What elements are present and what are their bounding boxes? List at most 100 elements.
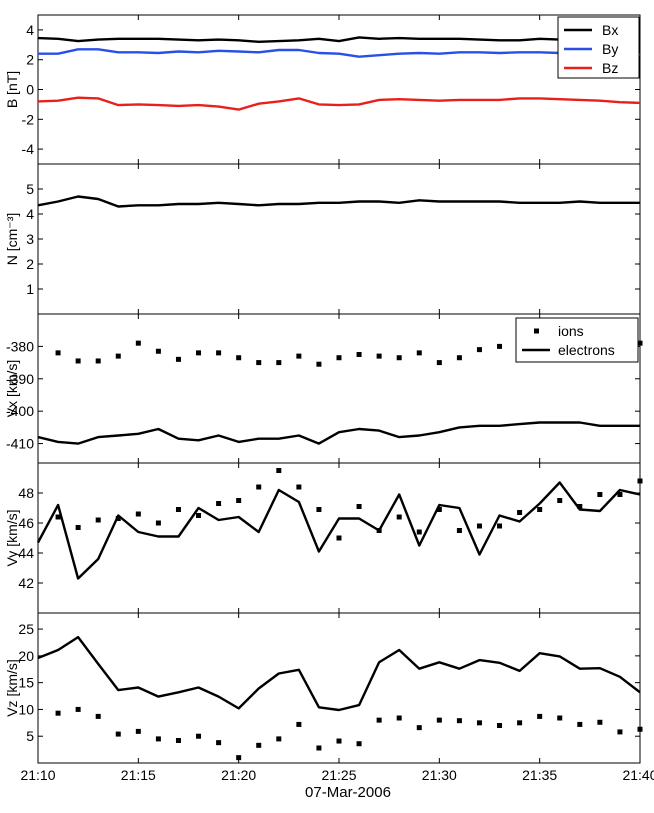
series-vy-ions-point (356, 504, 362, 509)
series-vz-ions-point (115, 731, 121, 737)
panel-vz-ytick-label: 25 (18, 621, 34, 637)
series-vy-ions-point (296, 484, 302, 490)
series-vz-ions-point (456, 718, 462, 724)
panel-n-frame (37, 163, 641, 315)
panel-vx-ytick-label: -390 (6, 371, 34, 387)
x-axis-date-label: 07-Mar-2006 (305, 784, 391, 801)
series-vy-ions-point (557, 498, 563, 503)
series-vy-ions-point (537, 507, 543, 512)
panel-b-ytick-label: -4 (22, 141, 35, 157)
series-vy-ions-point (336, 535, 342, 541)
panel-vx-ytick-label: -410 (6, 436, 34, 452)
panel-vx-ytick-label: -400 (6, 403, 34, 419)
series-vy-ions-point (396, 514, 402, 520)
series-vz-ions-point (396, 715, 402, 721)
series-vz-ions-point (436, 717, 442, 723)
series-vy-ions-point (196, 513, 202, 518)
series-vx-ions-point (637, 340, 643, 346)
series-b-bz-line (37, 96, 641, 111)
series-vx-ions-point (216, 350, 222, 356)
series-vx-ions-point (55, 350, 61, 356)
panel-vx: -410 -400 -390 -380 Vx [km/s] ions electrons (4, 313, 643, 464)
series-vz-ions-point (617, 729, 623, 735)
legend-vx-swatch (534, 328, 539, 334)
series-vy-ions-point (617, 492, 623, 497)
series-vy-ions-point (135, 511, 141, 517)
series-vz-ions (55, 706, 643, 761)
series-vz-ions-point (75, 706, 81, 712)
series-vy-ions-point (155, 520, 161, 526)
series-vz-ions-point (537, 713, 543, 719)
legend-b-label: Bx (602, 22, 618, 38)
panel-b-ytick-label: -2 (22, 111, 35, 127)
series-b-by-line (38, 48, 640, 58)
legend-vx-label: ions (558, 323, 584, 339)
series-vx-ions-point (497, 343, 503, 349)
series-vx-ions-point (416, 350, 422, 356)
series-vx-ions-point (115, 353, 121, 359)
series-vz-ions-point (517, 720, 523, 726)
series-vz-ions-point (557, 715, 563, 721)
series-vy-electrons-line (36, 481, 641, 580)
series-vx-ions-point (256, 360, 262, 366)
series-vy-ions-point (75, 525, 81, 530)
legend-vx-label: electrons (558, 342, 615, 358)
series-vx-ions (55, 340, 643, 367)
series-vx-ions-point (95, 358, 101, 364)
panel-vx-ytick-label: -380 (6, 338, 34, 354)
panel-b-ytick-label: 0 (26, 82, 34, 98)
series-vx-ions-point (175, 356, 181, 362)
series-vy-ions-point (476, 523, 482, 529)
series-vz-ions-point (637, 726, 643, 732)
series-vy-ions-point (597, 492, 603, 497)
panel-b: -4 -2 0 2 4 B [nT] Bx By Bz (4, 14, 641, 165)
series-vy-ions-point (456, 528, 462, 533)
series-vy-ions-point (436, 507, 442, 512)
legend-b-label: By (602, 41, 618, 57)
series-vz-electrons-line (37, 635, 641, 712)
series-vy-ions-point (637, 478, 643, 484)
series-vx-ions-point (276, 360, 282, 366)
series-vx-ions-point (236, 355, 242, 361)
series-vy-ions-point (175, 507, 181, 512)
series-vx-ions-point (75, 358, 81, 364)
panel-n-ylabel: N [cm⁻³] (4, 213, 20, 266)
panel-b-ytick-label: 4 (26, 22, 34, 38)
series-vy-ions-point (95, 517, 101, 523)
panel-n-ytick-label: 5 (26, 181, 34, 197)
series-vx-ions-point (336, 355, 342, 361)
panel-vx-ylabel: Vx [km/s] (4, 360, 20, 418)
panel-n-ytick-label: 1 (26, 281, 34, 297)
x-tick-label: 21:10 (20, 767, 55, 783)
series-vy-ions-point (416, 529, 422, 535)
series-vz-ions-point (175, 738, 181, 743)
series-vx-ions-point (476, 347, 482, 353)
series-vz-ions-point (236, 755, 242, 761)
x-tick-label: 21:30 (422, 767, 457, 783)
series-vy-ions-point (517, 510, 523, 515)
series-vz-ions-point (196, 733, 202, 739)
x-tick-label: 21:40 (622, 767, 654, 783)
series-vy-ions (55, 468, 643, 541)
panel-vy-ytick-label: 48 (18, 485, 34, 501)
series-vy-ions-point (55, 514, 61, 520)
series-vx-ions-point (396, 355, 402, 361)
series-vz-ions-point (497, 723, 503, 728)
series-b-bx-line (37, 36, 641, 43)
series-vz-ions-point (476, 720, 482, 726)
panel-b-ylabel: B [nT] (4, 71, 20, 108)
x-tick-label: 21:35 (522, 767, 557, 783)
panel-vy-ytick-label: 44 (18, 545, 34, 561)
panel-vy: 42 44 46 48 Vy [km/s] (4, 462, 643, 614)
series-vx-ions-point (436, 360, 442, 366)
series-vx-ions-point (155, 348, 161, 354)
series-vz-ions-point (577, 721, 583, 727)
panel-n-ytick-label: 4 (26, 206, 34, 222)
series-vz-ions-point (276, 736, 282, 742)
legend-vx: ions electrons (515, 317, 639, 363)
series-vz-ions-point (216, 740, 222, 746)
panel-n: 1 2 3 4 5 N [cm⁻³] (4, 163, 641, 315)
series-vx-ions-point (356, 351, 362, 357)
